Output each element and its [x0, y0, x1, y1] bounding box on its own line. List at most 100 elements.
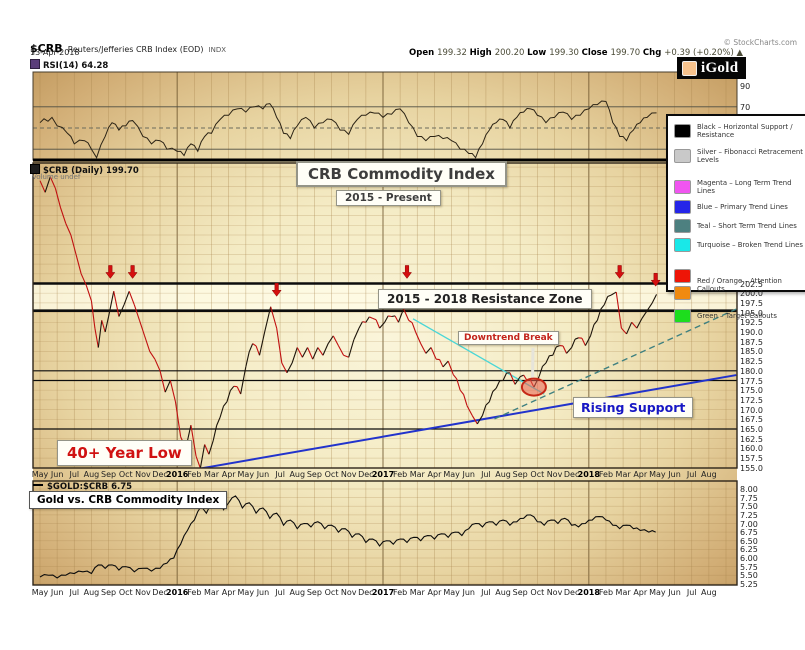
price-line-segment	[447, 360, 454, 375]
price-line-segment	[90, 300, 96, 329]
rising-support-trend-line	[197, 374, 737, 468]
price-line-segment	[545, 355, 550, 364]
broken-downtrend-trend-line	[412, 318, 545, 395]
price-line-segment	[97, 320, 103, 348]
igold-logo: iGold	[677, 57, 746, 79]
x-axis-month-label: 2017	[371, 470, 395, 479]
legend-item: Blue – Primary Trend Lines	[674, 200, 805, 214]
attention-arrow-icon	[271, 283, 282, 297]
price-axis-tick: 175.0	[740, 386, 763, 396]
price-axis-tick: 185.0	[740, 347, 763, 357]
price-line-segment	[216, 417, 221, 426]
x-axis-month-label: May	[649, 588, 666, 597]
price-line-segment	[394, 315, 399, 323]
price-line-segment	[466, 405, 473, 416]
x-axis-month-label: Aug	[289, 470, 306, 479]
symbol-description: Reuters/Jefferies CRB Index (EOD)	[67, 45, 204, 54]
legend-item: Teal – Short Term Trend Lines	[674, 219, 805, 233]
legend-color-swatch	[674, 149, 691, 163]
x-axis-month-label: Aug	[83, 470, 100, 479]
price-line-segment	[226, 390, 231, 403]
chart-subtitle: 2015 - Present	[336, 190, 441, 206]
price-line-segment	[651, 294, 658, 304]
price-line-segment	[358, 321, 363, 329]
ratio-axis-tick: 6.50	[740, 536, 758, 546]
price-line-segment	[456, 378, 461, 391]
ratio-axis-tick: 6.25	[740, 545, 758, 555]
x-axis-month-label: 2016	[166, 588, 189, 597]
price-line-segment	[481, 404, 487, 416]
ratio-label: $GOLD:$CRB 6.75	[47, 482, 133, 492]
legend-item-label: Black – Horizontal Support / Resistance	[697, 123, 793, 139]
legend-item-label: Red / Orange – Attention Callouts	[697, 276, 782, 293]
legend-item: Magenta – Long Term Trend Lines	[674, 179, 805, 195]
x-axis-month-label: Jul	[686, 470, 697, 479]
price-line-segment	[488, 391, 494, 403]
x-axis-month-label: May	[237, 588, 255, 597]
x-axis-month-label: May	[237, 470, 255, 479]
price-line-segment	[388, 315, 392, 318]
price-line-segment	[476, 415, 483, 425]
x-axis-month-label: Oct	[324, 470, 339, 479]
price-axis-tick: 202.5	[740, 279, 763, 289]
legend-swatches	[674, 238, 691, 252]
x-axis-month-label: Jun	[462, 470, 476, 479]
price-line-segment	[60, 207, 67, 224]
price-line-segment	[348, 339, 355, 358]
price-axis-tick: 190.0	[740, 328, 763, 337]
price-line-segment	[85, 285, 92, 302]
price-line-segment	[485, 401, 490, 406]
attention-arrow-icon	[105, 265, 116, 279]
price-axis-tick: 182.5	[740, 357, 763, 367]
rsi-line	[39, 100, 657, 159]
price-axis-tick: 197.5	[740, 298, 763, 308]
price-line-segment	[208, 440, 214, 455]
legend-item: Red / Orange – Attention Callouts	[674, 269, 805, 300]
price-line-segment	[49, 176, 56, 189]
price-line-segment	[593, 320, 598, 325]
price-line-segment	[596, 308, 602, 321]
price-line-segment	[408, 319, 413, 324]
x-axis-month-label: Jul	[275, 470, 285, 479]
x-axis-month-label: Sep	[512, 588, 528, 597]
main-panel-header: $CRB (Daily) 199.70	[30, 164, 139, 176]
attention-oval	[520, 377, 547, 397]
price-axis-tick: 155.0	[740, 463, 763, 473]
legend-swatches	[674, 309, 691, 323]
rising-support-label: Rising Support	[573, 397, 694, 418]
price-line-segment	[164, 380, 171, 393]
x-axis-month-label: Jun	[668, 470, 681, 479]
price-axis-tick: 157.5	[740, 454, 763, 464]
year-low-label: 40+ Year Low	[57, 440, 192, 466]
ratio-header: $GOLD:$CRB 6.75	[33, 482, 132, 492]
x-axis-month-label: Oct	[324, 588, 339, 597]
price-line-segment	[276, 328, 283, 364]
x-axis-month-label: Mar	[615, 470, 631, 479]
x-axis-month-label: Nov	[546, 588, 563, 597]
price-line-segment	[372, 317, 377, 321]
price-line-segment	[631, 321, 638, 329]
price-line-segment	[538, 366, 544, 377]
price-line-segment	[199, 444, 206, 468]
legend-item-label: Turquoise – Broken Trend Lines	[697, 241, 803, 249]
x-axis-month-label: Jul	[481, 588, 491, 597]
price-line-segment	[44, 176, 51, 193]
price-line-segment	[108, 291, 115, 317]
price-axis-tick: 162.5	[740, 434, 763, 444]
price-line-segment	[463, 394, 468, 406]
x-axis-month-label: 2018	[577, 470, 600, 479]
quote-high-label: High	[469, 48, 495, 58]
x-axis-month-label: Nov	[546, 470, 563, 479]
rsi-label: RSI(14) 64.28	[43, 61, 109, 71]
downtrend-break-pointer	[531, 347, 535, 381]
price-line-segment	[286, 362, 293, 373]
legend-color-swatch	[674, 269, 691, 283]
x-axis-month-label: Apr	[221, 470, 236, 479]
x-axis-month-label: Sep	[306, 588, 322, 597]
price-line-segment	[492, 387, 497, 392]
x-axis-month-label: Sep	[101, 470, 117, 479]
price-axis-tick: 192.5	[740, 318, 763, 328]
quote-close-value: 199.70	[610, 48, 643, 58]
legend-swatches	[674, 149, 691, 163]
legend-box: Black – Horizontal Support / Resistance S…	[666, 114, 805, 323]
